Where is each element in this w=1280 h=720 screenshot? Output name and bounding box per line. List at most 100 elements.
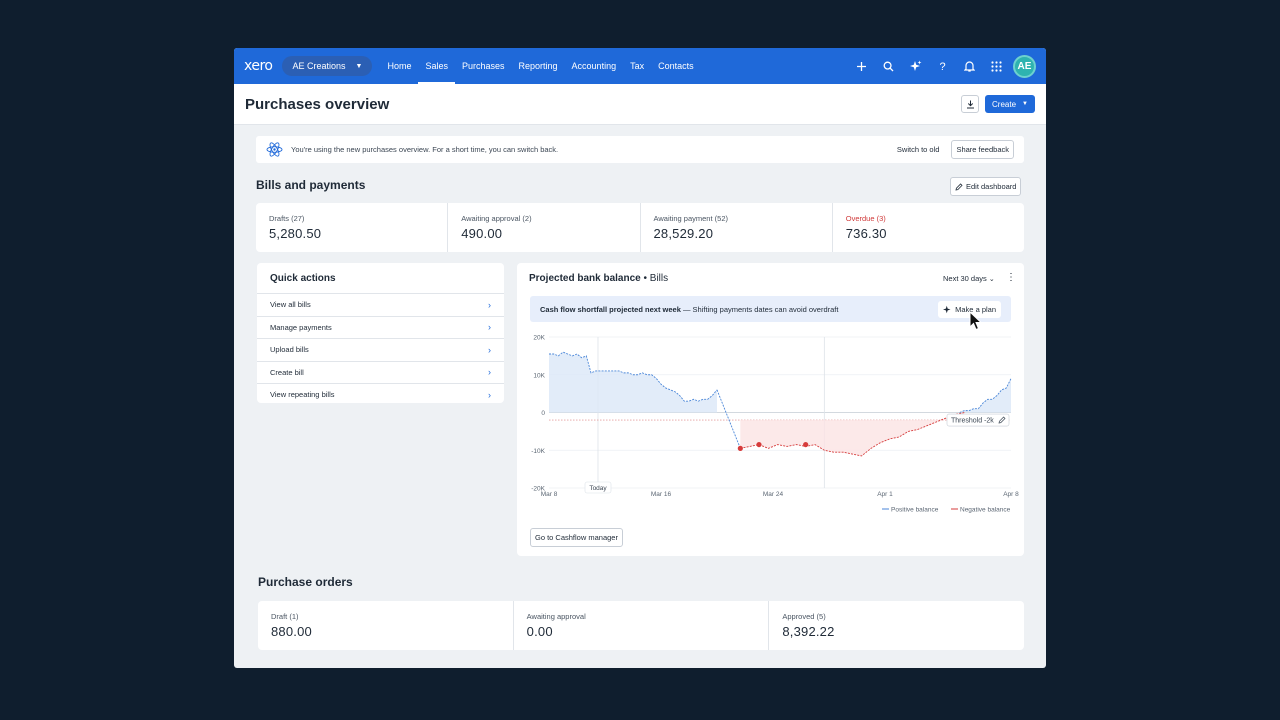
today-label: Today <box>589 485 607 492</box>
purchase-orders-stats: Draft (1) 880.00 Awaiting approval 0.00 Appr… <box>258 601 1024 650</box>
legend-negative-label: Negative balance <box>960 507 1011 514</box>
bills-stat[interactable]: Drafts (27) 5,280.50 <box>256 203 449 252</box>
bills-stats: Drafts (27) 5,280.50 Awaiting approval (2)… <box>256 203 1024 252</box>
shortfall-alert: Cash flow shortfall projected next week … <box>530 296 1011 322</box>
nav-item-accounting[interactable]: Accounting <box>571 61 617 71</box>
quick-actions-title: Quick actions <box>257 263 504 294</box>
caret-down-icon: ▼ <box>355 62 363 70</box>
make-a-plan-button[interactable]: Make a plan <box>938 300 1001 318</box>
chevron-right-icon: › <box>488 389 491 400</box>
chevron-down-icon: ⌄ <box>988 276 995 283</box>
negative-point <box>756 441 762 448</box>
positive-series-line <box>959 378 1012 413</box>
more-options-icon[interactable]: ⋮ <box>1006 272 1016 283</box>
edit-dashboard-button[interactable]: Edit dashboard <box>950 177 1022 196</box>
stat-value: 736.30 <box>845 226 887 241</box>
nav-actions: ? AE <box>851 54 1036 78</box>
nav-item-reporting[interactable]: Reporting <box>518 61 558 71</box>
plus-icon[interactable] <box>851 56 872 77</box>
quick-action-item[interactable]: Manage payments › <box>257 317 504 339</box>
quick-action-item[interactable]: View repeating bills › <box>257 384 504 403</box>
positive-area <box>549 352 717 413</box>
bills-stat[interactable]: Awaiting payment (52) 28,529.20 <box>641 203 833 252</box>
atom-icon <box>266 142 283 157</box>
page-header: Purchases overview Create ▼ <box>234 84 1046 125</box>
svg-text:?: ? <box>939 61 945 72</box>
stat-label: Awaiting approval <box>526 612 586 621</box>
chevron-right-icon: › <box>488 322 491 333</box>
sparkle-icon[interactable] <box>905 56 926 77</box>
bills-section-title: Bills and payments <box>256 178 366 192</box>
pencil-icon <box>955 182 963 191</box>
x-tick-label: Apr 1 <box>877 491 893 498</box>
quick-action-label: Manage payments <box>270 322 332 332</box>
quick-action-item[interactable]: Create bill › <box>257 362 504 384</box>
quick-actions-card: Quick actions View all bills › Manage paym… <box>257 263 504 403</box>
y-tick-label: 10K <box>533 372 545 379</box>
switch-to-old-button[interactable]: Switch to old <box>896 145 940 154</box>
negative-series-line <box>740 412 965 457</box>
mouse-cursor-icon <box>969 311 983 331</box>
chart-title: Projected bank balance • Bills <box>529 273 668 284</box>
header-actions: Create ▼ <box>961 95 1035 113</box>
nav-item-tax[interactable]: Tax <box>630 61 645 71</box>
apps-grid-icon[interactable] <box>986 56 1007 77</box>
caret-down-icon: ▼ <box>1022 101 1028 107</box>
chevron-right-icon: › <box>488 299 491 310</box>
bell-icon[interactable] <box>959 56 980 77</box>
stat-label: Draft (1) <box>271 612 299 621</box>
po-stat[interactable]: Approved (5) 8,392.22 <box>769 601 1024 650</box>
alert-bold-text: Cash flow shortfall projected next week <box>540 304 681 314</box>
user-avatar[interactable]: AE <box>1013 54 1036 78</box>
download-button[interactable] <box>961 95 980 113</box>
quick-action-item[interactable]: View all bills › <box>257 294 504 317</box>
range-label: Next 30 days <box>943 274 987 283</box>
chart-subtitle: Bills <box>649 273 669 284</box>
range-dropdown[interactable]: Next 30 days ⌄ <box>943 274 995 283</box>
cashflow-manager-button[interactable]: Go to Cashflow manager <box>530 528 623 547</box>
stat-value: 880.00 <box>271 624 312 639</box>
create-button[interactable]: Create ▼ <box>985 95 1035 113</box>
chevron-right-icon: › <box>488 344 491 355</box>
stat-value: 28,529.20 <box>653 226 714 241</box>
bills-stat[interactable]: Awaiting approval (2) 490.00 <box>448 203 641 252</box>
negative-area <box>740 412 965 456</box>
search-icon[interactable] <box>878 56 899 77</box>
chart-title-text: Projected bank balance <box>529 273 641 284</box>
banner-actions: Switch to old Share feedback <box>893 140 1014 159</box>
purchase-orders-title: Purchase orders <box>258 575 353 589</box>
help-icon[interactable]: ? <box>932 56 953 77</box>
x-tick-label: Mar 24 <box>763 491 784 498</box>
negative-point <box>737 445 743 451</box>
y-tick-label: -10K <box>531 448 545 455</box>
quick-action-label: View all bills <box>270 300 311 310</box>
org-switcher[interactable]: AE Creations ▼ <box>282 56 373 76</box>
quick-action-item[interactable]: Upload bills › <box>257 339 504 362</box>
make-a-plan-label: Make a plan <box>955 304 996 314</box>
alert-text: Cash flow shortfall projected next week … <box>540 305 838 314</box>
stat-label: Awaiting approval (2) <box>461 214 532 223</box>
nav-item-contacts[interactable]: Contacts <box>658 61 694 71</box>
bills-stat[interactable]: Overdue (3) 736.30 <box>833 203 1024 252</box>
share-feedback-button[interactable]: Share feedback <box>951 140 1014 159</box>
projected-balance-card: Projected bank balance • Bills Next 30 d… <box>517 263 1024 556</box>
positive-series-line <box>549 351 718 402</box>
x-tick-label: Mar 8 <box>541 491 558 498</box>
title-separator: • <box>643 273 650 284</box>
new-overview-banner: You're using the new purchases overview.… <box>256 136 1024 163</box>
org-name: AE Creations <box>292 61 346 71</box>
download-icon <box>966 100 974 108</box>
nav-item-purchases[interactable]: Purchases <box>461 61 505 71</box>
nav-item-home[interactable]: Home <box>387 61 412 71</box>
po-stat[interactable]: Awaiting approval 0.00 <box>514 601 770 650</box>
sparkle-icon <box>943 305 951 313</box>
xero-logo[interactable]: xero <box>244 58 273 74</box>
po-stat[interactable]: Draft (1) 880.00 <box>258 601 514 650</box>
page-title: Purchases overview <box>245 95 390 113</box>
y-tick-label: 0 <box>541 410 545 417</box>
stat-value: 490.00 <box>461 226 503 241</box>
nav-item-sales[interactable]: Sales <box>418 48 455 84</box>
positive-area <box>959 378 1011 413</box>
stat-value: 0.00 <box>526 624 553 639</box>
